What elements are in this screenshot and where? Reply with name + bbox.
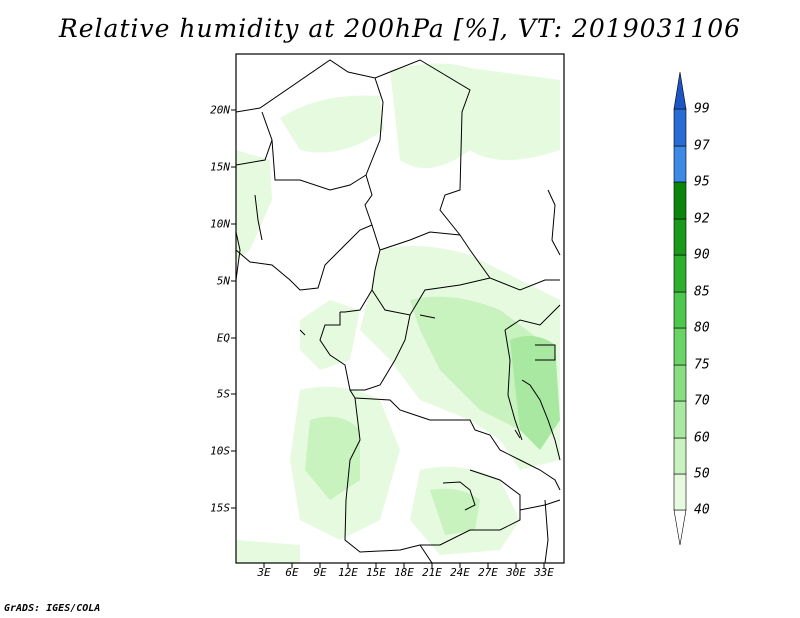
legend-swatch-80 xyxy=(673,291,687,329)
lon-label-3e: 3E xyxy=(257,566,271,579)
lon-label-6e: 6E xyxy=(285,566,299,579)
legend-label-99: 99 xyxy=(694,101,710,117)
legend-max-triangle xyxy=(673,71,687,110)
lon-label-15e: 15E xyxy=(366,566,386,579)
legend-min-triangle xyxy=(673,509,687,546)
legend-swatch-95 xyxy=(673,145,687,183)
legend-swatch-85 xyxy=(673,254,687,293)
legend-label-92: 92 xyxy=(694,211,710,227)
lat-label-5n: 5N xyxy=(216,274,230,288)
legend-label-85: 85 xyxy=(694,284,710,300)
latitude-ticks xyxy=(231,109,236,509)
grads-credit: GrADS: IGES/COLA xyxy=(4,603,101,614)
lon-label-24e: 24E xyxy=(450,566,470,579)
longitude-ticks xyxy=(263,563,545,568)
lat-label-10s: 10S xyxy=(210,444,230,458)
legend-swatch-97 xyxy=(673,108,687,147)
country-borders xyxy=(236,59,561,563)
lon-label-21e: 21E xyxy=(422,566,442,579)
humidity-west-coast xyxy=(236,150,272,260)
humidity-coast-strip xyxy=(300,300,360,370)
legend-colorbar xyxy=(673,71,687,546)
legend-swatch-40 xyxy=(673,473,687,511)
legend-label-95: 95 xyxy=(694,174,710,190)
humidity-south-core xyxy=(430,488,480,535)
legend-label-40: 40 xyxy=(694,502,710,518)
legend-label-80: 80 xyxy=(694,320,710,336)
legend-label-90: 90 xyxy=(694,247,710,263)
humidity-southern-edge xyxy=(236,540,300,563)
lat-label-15s: 15S xyxy=(210,501,230,515)
map-frame xyxy=(235,53,565,564)
lon-label-12e: 12E xyxy=(338,566,358,579)
humidity-band-north xyxy=(280,95,384,153)
legend-label-70: 70 xyxy=(694,393,710,409)
humidity-southwest-core xyxy=(305,416,360,500)
legend-swatch-90 xyxy=(673,218,687,256)
legend-swatch-50 xyxy=(673,437,687,475)
map-title: Relative humidity at 200hPa [%], VT: 201… xyxy=(58,14,742,43)
lat-label-5s: 5S xyxy=(216,387,230,401)
lon-label-18e: 18E xyxy=(394,566,414,579)
legend-label-75: 75 xyxy=(694,357,710,373)
legend-swatch-92 xyxy=(673,181,687,220)
lat-label-15n: 15N xyxy=(210,160,230,174)
lon-label-27e: 27E xyxy=(478,566,498,579)
legend-swatch-70 xyxy=(673,364,687,402)
humidity-central-core xyxy=(410,296,550,430)
lat-label-20n: 20N xyxy=(210,103,230,117)
lon-label-33e: 33E xyxy=(534,566,554,579)
legend-label-97: 97 xyxy=(694,138,710,154)
legend-label-50: 50 xyxy=(694,466,710,482)
legend-swatch-75 xyxy=(673,327,687,366)
humidity-band-northeast xyxy=(390,63,560,168)
legend-swatch-60 xyxy=(673,400,687,439)
lon-label-30e: 30E xyxy=(506,566,526,579)
lon-label-9e: 9E xyxy=(313,566,327,579)
legend-label-60: 60 xyxy=(694,430,710,446)
lat-label-10n: 10N xyxy=(210,217,230,231)
lat-label-eq: EQ xyxy=(216,331,230,345)
humidity-field xyxy=(236,63,560,563)
